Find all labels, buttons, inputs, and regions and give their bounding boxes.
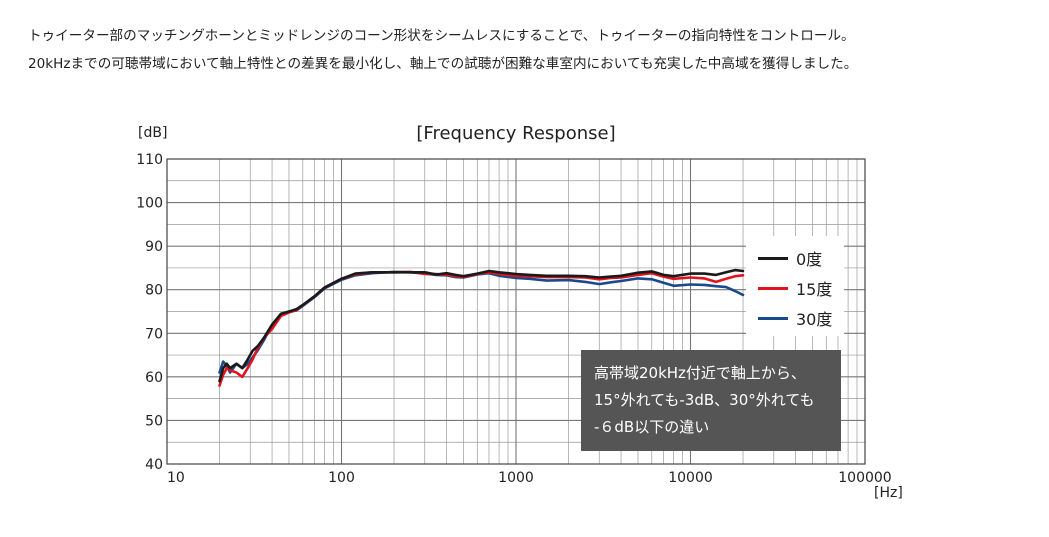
x-tick-label: 10000 [668,470,713,486]
series-line-0 [218,268,745,383]
intro-line-1: トゥイーター部のマッチングホーンとミッドレンジのコーン形状をシームレスにすること… [28,28,855,44]
annotation-line-2: 15°外れても-3dB、30°外れても [594,391,815,409]
y-tick-label: 50 [145,413,163,429]
legend-swatch-30deg [758,316,788,320]
legend-label-15deg: 15度 [796,280,833,299]
legend-label-30deg: 30度 [796,310,833,329]
plot-frame [166,158,866,465]
legend-item-30deg: 30度 [758,308,833,329]
y-tick-label: 60 [145,370,163,386]
legend-item-15deg: 15度 [758,278,833,299]
y-tick-label: 40 [145,457,163,473]
intro-text: トゥイーター部のマッチングホーンとミッドレンジのコーン形状をシームレスにすること… [28,22,1038,78]
series-layer [218,268,745,387]
x-axis-label: [Hz] [874,485,903,501]
y-tick-label: 80 [145,283,163,299]
y-tick-label: 90 [145,239,163,255]
legend-swatch-15deg [758,286,788,290]
annotation-line-3: -６dB以下の違い [594,418,710,436]
annotation-box: 高帯域20kHz付近で軸上から、 15°外れても-3dB、30°外れても -６d… [581,350,841,451]
y-axis-label: [dB] [138,125,167,141]
x-tick-label: 1000 [498,470,534,486]
chart-title: [Frequency Response] [416,123,615,144]
y-tick-label: 100 [136,196,163,212]
y-tick-label: 110 [136,152,163,168]
legend-label-0deg: 0度 [796,250,823,269]
legend-item-0deg: 0度 [758,248,823,269]
y-tick-labels: 110 100 90 80 70 60 50 40 [136,152,163,473]
x-tick-label: 100000 [838,470,891,486]
legend-swatch-0deg [758,256,788,260]
legend: 0度 15度 30度 [746,236,844,336]
x-tick-label: 100 [328,470,355,486]
y-tick-label: 70 [145,326,163,342]
x-tick-label: 10 [167,470,185,486]
x-tick-labels: 10 100 1000 10000 100000 [167,470,892,486]
intro-line-2: 20kHzまでの可聴帯域において軸上特性との差異を最小化し、軸上での試聴が困難な… [28,56,858,72]
annotation-line-1: 高帯域20kHz付近で軸上から、 [594,364,806,382]
